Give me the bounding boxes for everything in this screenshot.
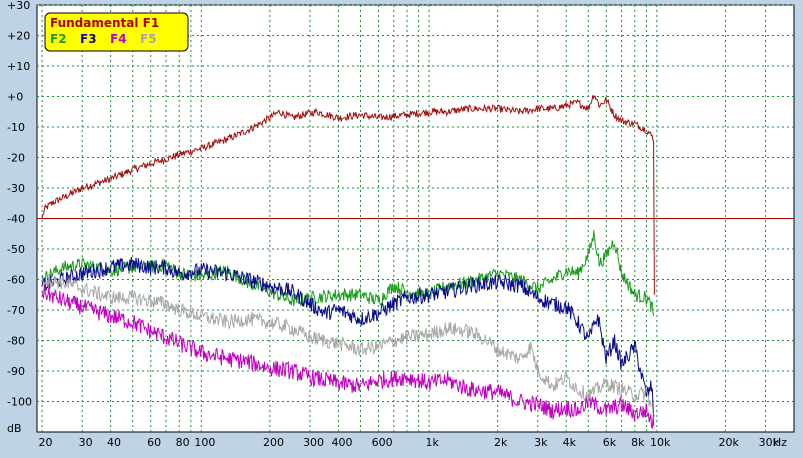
x-tick-label: 3k [534, 436, 548, 449]
x-tick-label: 1k [425, 436, 439, 449]
y-tick-label: -30 [7, 182, 25, 195]
legend: Fundamental F1 F2 F3 F4 F5 [44, 12, 189, 52]
y-tick-label: -20 [7, 152, 25, 165]
series-line-f4 [41, 284, 655, 429]
y-tick-labels: +30 +20 +10 +0 -10 -20 -30 -40 -50 -60 -70 -80 -90 -1… [7, 0, 32, 409]
y-tick-label: -60 [7, 274, 25, 287]
legend-item-f2: F2 [50, 32, 67, 46]
x-tick-label: 300 [303, 436, 324, 449]
x-tick-label: 200 [263, 436, 284, 449]
x-tick-label: 100 [194, 436, 215, 449]
x-tick-label: 80 [176, 436, 190, 449]
series-line-f2 [41, 230, 655, 317]
x-tick-label: 600 [372, 436, 393, 449]
legend-title: Fundamental F1 [50, 16, 159, 30]
x-tick-label: 30k [759, 436, 780, 449]
y-tick-label: +0 [7, 91, 23, 104]
legend-item-f5: F5 [140, 32, 157, 46]
series-line-fundamental-f1 [41, 95, 655, 295]
x-tick-label: 4k [563, 436, 577, 449]
legend-item-f3: F3 [80, 32, 97, 46]
y-tick-label: +20 [7, 30, 30, 43]
x-tick-labels: 20 30 40 60 80 100 200 300 400 600 1k 2k 3k 4k 6k 8k 10k… [38, 436, 779, 449]
y-tick-label: -70 [7, 304, 25, 317]
series-line-f5 [41, 274, 655, 415]
legend-box [44, 12, 189, 52]
y-tick-label: -100 [7, 396, 32, 409]
y-axis-label: dB [7, 422, 22, 435]
y-tick-label: +30 [7, 0, 30, 12]
x-tick-label: 6k [603, 436, 617, 449]
y-tick-label: -10 [7, 121, 25, 134]
x-tick-label: 400 [332, 436, 353, 449]
series-line-f3 [41, 256, 655, 417]
y-tick-label: -80 [7, 335, 25, 348]
x-tick-label: 60 [147, 436, 161, 449]
series-layer [41, 95, 655, 429]
x-tick-label: 30 [79, 436, 93, 449]
y-tick-label: +10 [7, 60, 30, 73]
y-tick-label: -40 [7, 213, 25, 226]
x-tick-label: 20k [719, 436, 740, 449]
x-axis-label: Hz [773, 436, 787, 449]
y-tick-label: -90 [7, 365, 25, 378]
x-tick-label: 40 [107, 436, 121, 449]
y-tick-label: -50 [7, 243, 25, 256]
x-tick-label: 8k [631, 436, 645, 449]
x-tick-label: 2k [494, 436, 508, 449]
x-tick-label: 10k [650, 436, 671, 449]
legend-item-f4: F4 [110, 32, 127, 46]
x-tick-label: 20 [38, 436, 52, 449]
